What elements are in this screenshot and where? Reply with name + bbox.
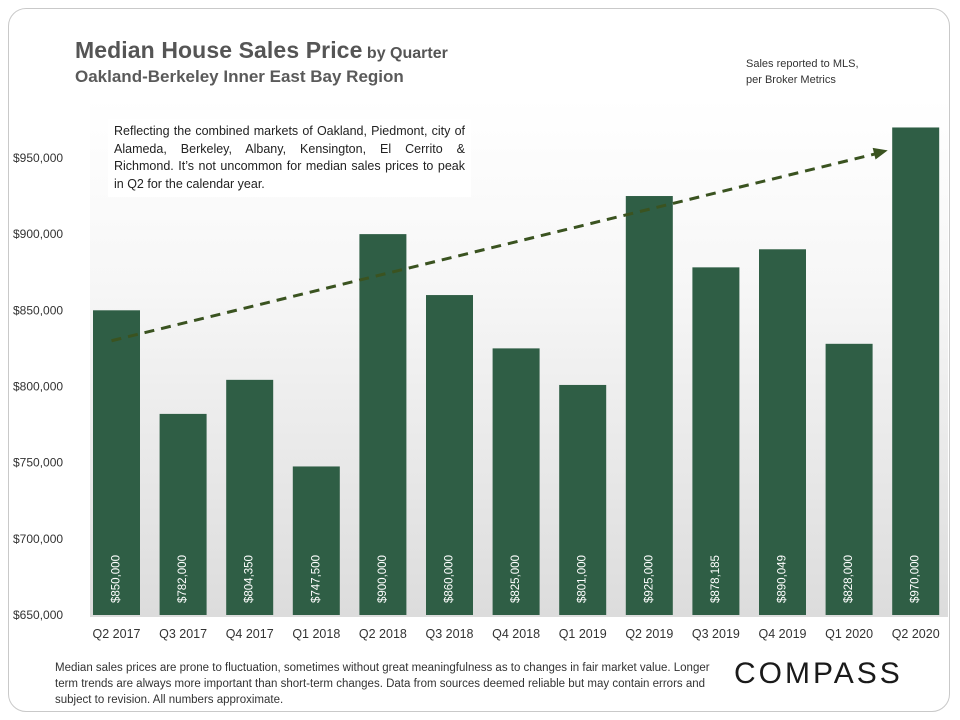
chart-subtitle: Oakland-Berkeley Inner East Bay Region: [75, 67, 404, 86]
bar: [825, 343, 873, 615]
x-tick-label: Q4 2018: [492, 627, 540, 641]
annotation-box: Reflecting the combined markets of Oakla…: [108, 119, 471, 197]
bar-value-label: $747,500: [310, 555, 322, 603]
y-tick-label: $750,000: [13, 456, 63, 470]
bar: [159, 413, 207, 615]
x-tick-label: Q4 2017: [226, 627, 274, 641]
x-tick-label: Q2 2018: [359, 627, 407, 641]
footnote: Median sales prices are prone to fluctua…: [55, 662, 710, 706]
bar-value-label: $850,000: [111, 555, 123, 603]
x-tick-label: Q2 2019: [625, 627, 673, 641]
bar-value-label: $925,000: [643, 555, 655, 603]
y-tick-label: $900,000: [13, 227, 63, 241]
bar: [692, 267, 740, 615]
bar: [492, 348, 540, 615]
bar-value-label: $878,185: [710, 555, 722, 603]
x-tick-label: Q1 2019: [559, 627, 607, 641]
x-tick-label: Q3 2017: [159, 627, 207, 641]
compass-logo: COMPASS: [734, 657, 903, 690]
bar: [93, 310, 140, 615]
bar: [892, 127, 940, 616]
trend-arrowhead: [872, 147, 888, 160]
bar-value-label: $804,350: [244, 555, 256, 603]
x-tick-label: Q2 2020: [892, 627, 940, 641]
x-tick-label: Q1 2020: [825, 627, 873, 641]
bar-value-label: $900,000: [377, 555, 389, 603]
title-block: Median House Sales Price by Quarter Oakl…: [75, 37, 448, 87]
bar: [426, 295, 473, 615]
x-tick-label: Q3 2019: [692, 627, 740, 641]
x-tick-label: Q1 2018: [292, 627, 340, 641]
source-note: Sales reported to MLS, per Broker Metric…: [746, 56, 859, 88]
trend-line: [111, 151, 881, 343]
bar: [559, 384, 607, 615]
bar-value-label: $970,000: [910, 555, 922, 603]
bar-value-label: $801,000: [577, 555, 589, 603]
bar: [625, 196, 673, 615]
y-tick-label: $950,000: [13, 151, 63, 165]
bar-value-label: $828,000: [843, 555, 855, 603]
bar: [226, 379, 274, 615]
bar-value-label: $890,049: [777, 555, 789, 603]
y-tick-label: $700,000: [13, 532, 63, 546]
chart-title: Median House Sales Price: [75, 37, 363, 63]
bar-value-label: $825,000: [510, 555, 522, 603]
source-note-line1: Sales reported to MLS,: [746, 58, 859, 70]
source-note-line2: per Broker Metrics: [746, 74, 836, 86]
bar: [359, 234, 407, 615]
y-tick-label: $850,000: [13, 303, 63, 317]
x-tick-label: Q3 2018: [426, 627, 474, 641]
bar: [759, 249, 806, 615]
y-tick-label: $800,000: [13, 379, 63, 393]
chart-title-suffix: by Quarter: [366, 45, 448, 62]
bar: [292, 466, 340, 615]
bar-value-label: $782,000: [177, 555, 189, 603]
x-tick-label: Q4 2019: [759, 627, 807, 641]
bar-value-label: $860,000: [444, 555, 456, 603]
y-tick-label: $650,000: [13, 608, 63, 622]
x-tick-label: Q2 2017: [93, 627, 141, 641]
